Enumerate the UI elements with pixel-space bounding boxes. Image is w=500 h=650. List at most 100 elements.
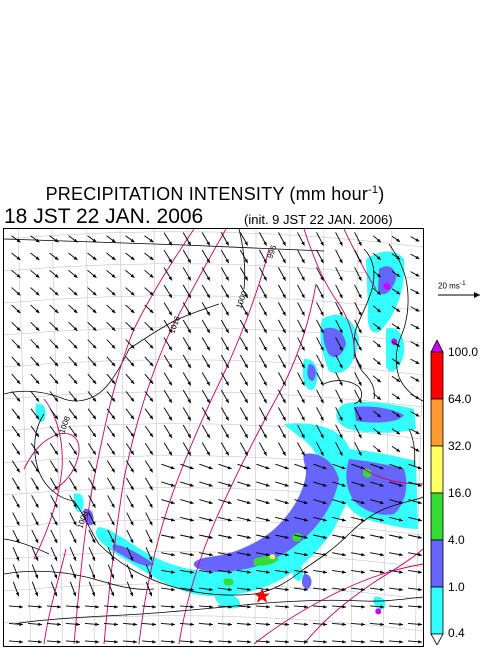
wind-arrow bbox=[391, 288, 401, 295]
wind-arrow bbox=[69, 512, 77, 526]
wind-arrow bbox=[163, 354, 173, 369]
wind-arrow bbox=[278, 249, 286, 264]
wind-arrow bbox=[11, 443, 21, 455]
wind-arrow bbox=[106, 408, 116, 420]
wind-arrow bbox=[316, 249, 324, 264]
wind-arrow bbox=[84, 605, 100, 609]
wind-arrow bbox=[84, 622, 100, 626]
wind-arrow bbox=[144, 321, 154, 332]
wind-arrow bbox=[163, 442, 173, 456]
wind-arrow bbox=[370, 552, 384, 557]
wind-arrow bbox=[68, 425, 78, 438]
wind-arrow bbox=[335, 232, 343, 246]
wind-arrow bbox=[354, 442, 362, 456]
wind-arrow bbox=[125, 425, 135, 438]
wind-arrow bbox=[49, 425, 59, 438]
wind-arrow bbox=[313, 534, 327, 539]
wind-arrow bbox=[237, 587, 251, 592]
wind-arrow bbox=[370, 587, 384, 592]
wind-arrow bbox=[106, 304, 116, 314]
wind-arrow bbox=[278, 267, 286, 281]
location-marker bbox=[254, 588, 270, 603]
wind-arrow bbox=[294, 534, 308, 539]
wind-arrow bbox=[87, 443, 97, 455]
wind-arrow bbox=[332, 569, 346, 574]
wind-arrow bbox=[297, 232, 305, 246]
wind-arrow bbox=[372, 427, 382, 436]
wind-arrow bbox=[182, 284, 192, 299]
wind-arrow bbox=[316, 302, 324, 316]
wind-arrow bbox=[49, 391, 59, 402]
wind-arrow bbox=[220, 354, 230, 369]
wind-arrow bbox=[201, 267, 211, 281]
wind-arrow bbox=[354, 407, 362, 421]
wind-arrow bbox=[30, 235, 40, 243]
wind-arrow bbox=[256, 534, 270, 539]
wind-arrow bbox=[354, 232, 362, 246]
wind-arrow bbox=[126, 512, 134, 526]
wind-arrow bbox=[11, 425, 21, 438]
wind-arrow bbox=[201, 372, 211, 386]
wind-arrow bbox=[354, 284, 362, 299]
wind-arrow bbox=[313, 569, 327, 574]
wind-arrow bbox=[275, 499, 289, 505]
wind-arrow bbox=[30, 252, 40, 261]
wind-arrow bbox=[316, 267, 324, 281]
wind-arrow bbox=[69, 547, 77, 561]
wind-arrow bbox=[408, 499, 422, 505]
wind-arrow bbox=[49, 269, 59, 279]
wind-arrow bbox=[65, 605, 81, 609]
wind-arrow bbox=[372, 340, 382, 348]
wind-arrow bbox=[370, 463, 384, 470]
wind-arrow bbox=[410, 446, 420, 452]
wind-arrow bbox=[259, 372, 267, 386]
wind-arrow bbox=[239, 372, 249, 386]
wind-arrow bbox=[50, 581, 58, 597]
wind-arrow bbox=[354, 389, 362, 404]
wind-arrow bbox=[370, 516, 384, 522]
wind-arrow bbox=[278, 319, 286, 334]
wind-arrow bbox=[256, 481, 270, 487]
wind-arrow bbox=[144, 339, 154, 349]
wind-arrow bbox=[106, 235, 116, 243]
wind-arrow bbox=[145, 512, 153, 526]
wind-arrow bbox=[87, 460, 97, 473]
wind-arrow bbox=[122, 605, 138, 609]
wind-arrow bbox=[297, 354, 305, 369]
wind-arrow bbox=[335, 442, 343, 456]
wind-arrow bbox=[278, 337, 286, 351]
wind-arrow bbox=[410, 411, 420, 417]
wind-arrow bbox=[69, 564, 77, 579]
wind-arrow bbox=[50, 564, 58, 579]
wind-arrow bbox=[389, 481, 403, 487]
wind-arrow bbox=[351, 569, 365, 574]
wind-arrow bbox=[408, 463, 422, 470]
wind-arrow bbox=[297, 249, 305, 264]
wind-arrow bbox=[198, 605, 214, 609]
wind-arrow bbox=[46, 605, 62, 609]
wind-arrow bbox=[11, 269, 21, 279]
wind-arrow bbox=[293, 640, 309, 644]
wind-arrow bbox=[316, 407, 324, 421]
wind-arrow bbox=[201, 389, 211, 404]
wind-arrow bbox=[182, 232, 192, 246]
wind-arrow bbox=[372, 445, 382, 453]
wind-arrow bbox=[220, 232, 230, 246]
wind-arrow bbox=[182, 249, 192, 264]
wind-arrow bbox=[161, 569, 175, 574]
wind-arrow bbox=[88, 512, 96, 526]
wind-arrow bbox=[410, 376, 420, 382]
wind-arrow bbox=[163, 424, 173, 439]
wind-arrow bbox=[259, 337, 267, 351]
wind-arrow bbox=[199, 587, 213, 592]
wind-arrow bbox=[236, 605, 252, 609]
wind-arrow bbox=[218, 481, 232, 487]
wind-arrow bbox=[30, 443, 40, 455]
wind-arrow bbox=[220, 319, 230, 334]
wind-arrow bbox=[239, 337, 249, 351]
wind-arrow bbox=[87, 287, 97, 296]
wind-arrow bbox=[354, 372, 362, 386]
wind-arrow bbox=[331, 622, 347, 626]
